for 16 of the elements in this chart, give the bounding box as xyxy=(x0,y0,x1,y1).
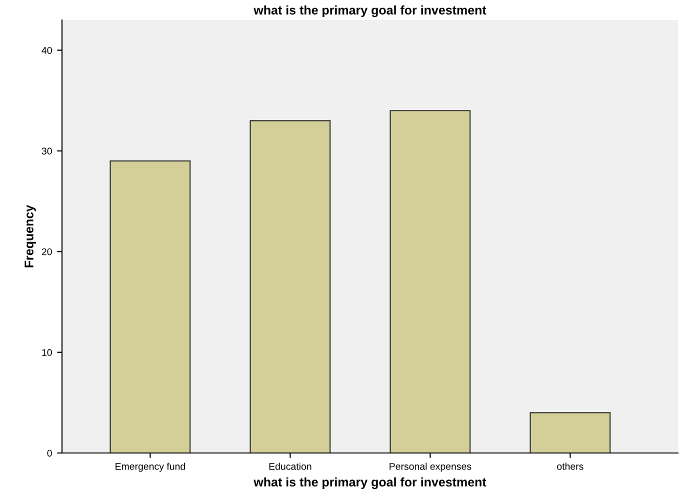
y-tick-label: 0 xyxy=(47,450,52,457)
bar xyxy=(390,110,471,453)
x-tick-label: Education xyxy=(269,462,312,470)
x-tick-label: others xyxy=(557,462,584,470)
bar xyxy=(250,120,331,453)
y-tick-label: 40 xyxy=(42,46,52,54)
bar xyxy=(110,160,191,453)
x-tick-label: Emergency fund xyxy=(116,462,185,472)
y-tick-label: 10 xyxy=(42,349,52,356)
x-axis-title: what is the primary goal for investment xyxy=(254,477,486,490)
chart-title: what is the primary goal for investment xyxy=(254,5,486,18)
y-tick-label: 20 xyxy=(42,248,52,256)
bar xyxy=(530,412,611,453)
x-tick-label: Personal expenses xyxy=(390,462,472,472)
y-tick-label: 30 xyxy=(42,148,52,155)
y-axis-title: Frequency xyxy=(24,204,36,268)
